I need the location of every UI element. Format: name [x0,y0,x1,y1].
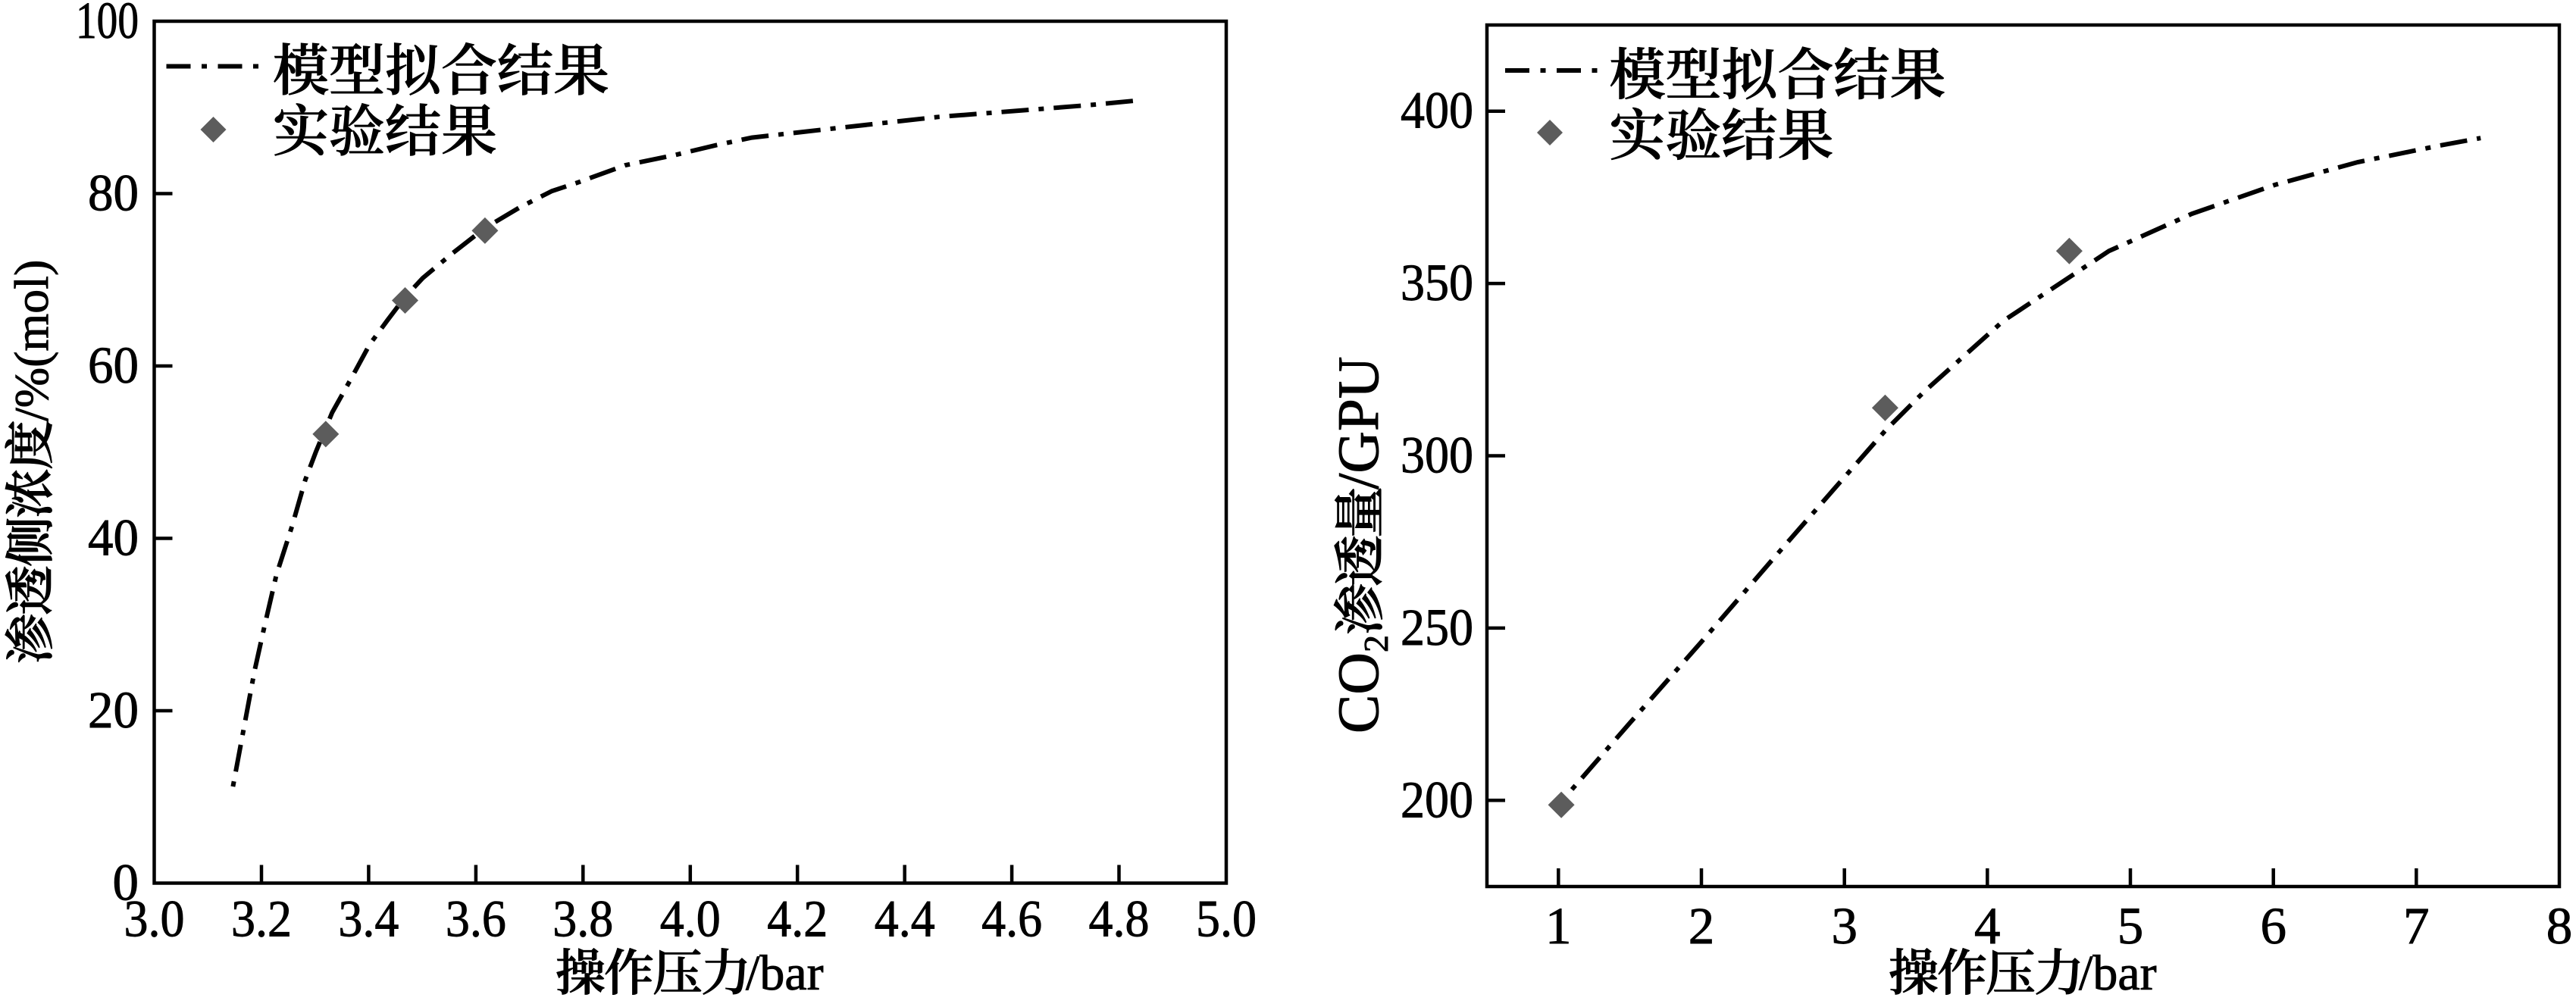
svg-text:3: 3 [1831,897,1858,955]
svg-text:100: 100 [76,0,139,49]
svg-text:60: 60 [88,336,139,394]
svg-text:3.6: 3.6 [446,890,506,948]
svg-text:/bar: /bar [2079,946,2157,1001]
svg-text:4.2: 4.2 [767,890,828,948]
svg-text:5: 5 [2117,897,2144,955]
svg-text:4.6: 4.6 [981,890,1042,948]
svg-text:250: 250 [1401,599,1473,656]
svg-text:40: 40 [88,509,139,567]
svg-text:/bar: /bar [746,946,824,1001]
svg-text:4.8: 4.8 [1089,890,1150,948]
svg-text:/GPU: /GPU [1326,357,1391,489]
svg-text:1: 1 [1545,897,1572,955]
svg-text:3.8: 3.8 [552,890,613,948]
svg-text:200: 200 [1401,771,1473,828]
svg-text:2: 2 [1357,635,1395,652]
svg-text:300: 300 [1401,427,1473,484]
svg-text:3.0: 3.0 [124,890,185,948]
svg-text:350: 350 [1401,254,1473,311]
svg-text:3.2: 3.2 [231,890,292,948]
svg-text:2: 2 [1689,897,1715,955]
svg-text:400: 400 [1401,82,1473,139]
svg-text:8: 8 [2546,897,2573,955]
svg-text:4.0: 4.0 [660,890,721,948]
svg-text:20: 20 [88,681,139,739]
svg-text:7: 7 [2403,897,2430,955]
svg-text:6: 6 [2260,897,2286,955]
svg-text:4.4: 4.4 [875,890,935,948]
svg-text:0: 0 [113,854,139,912]
svg-text:/%(mol): /%(mol) [5,260,58,421]
svg-text:5.0: 5.0 [1196,890,1257,948]
svg-text:4: 4 [1974,897,2001,955]
svg-text:CO: CO [1326,652,1391,733]
svg-text:80: 80 [88,164,139,222]
svg-text:3.4: 3.4 [338,890,399,948]
